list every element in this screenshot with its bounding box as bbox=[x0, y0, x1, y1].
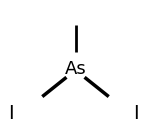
Text: I: I bbox=[8, 104, 13, 123]
Text: As: As bbox=[65, 60, 86, 78]
Text: I: I bbox=[133, 104, 139, 123]
